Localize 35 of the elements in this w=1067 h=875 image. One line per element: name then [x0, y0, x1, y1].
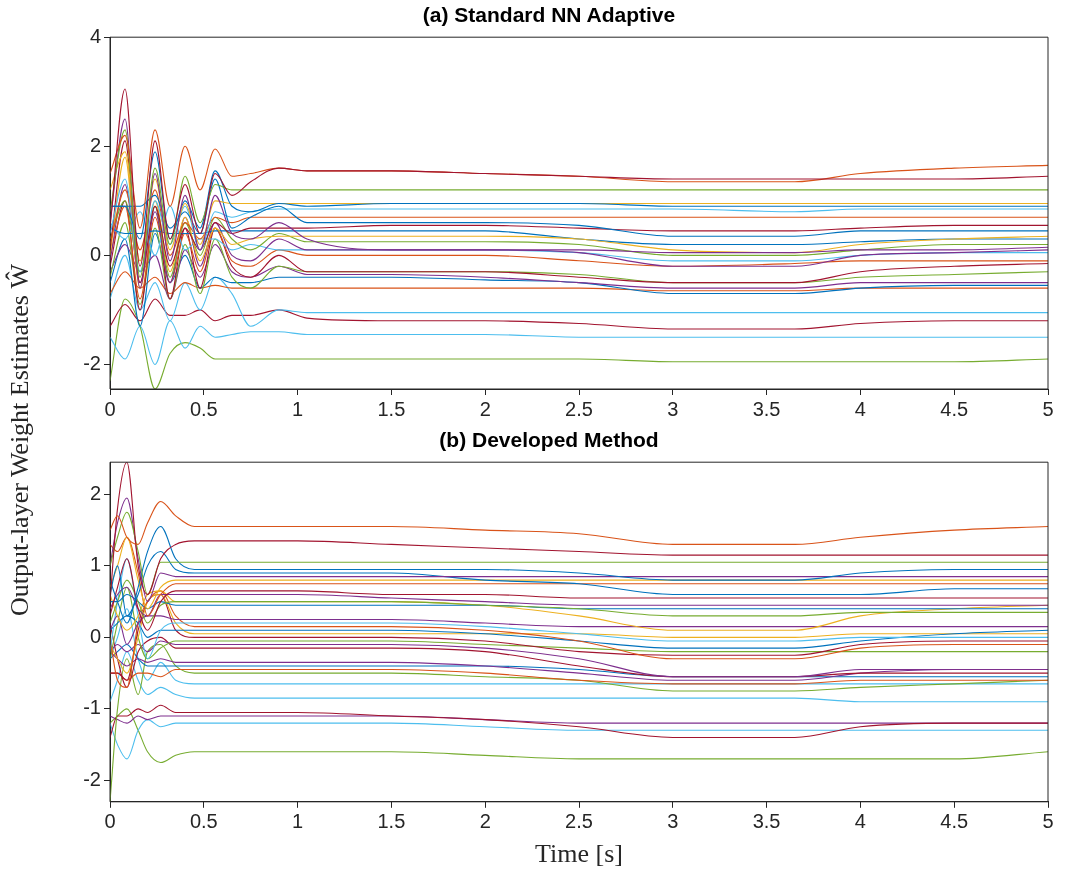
y-axis-title: Output-layer Weight Estimates Ŵ [4, 263, 35, 618]
x-tick-label: 0 [104, 397, 116, 420]
x-tick-label: 0.5 [189, 397, 218, 420]
y-tick-label: 2 [89, 481, 101, 504]
x-tick-label: 3.5 [752, 810, 781, 833]
x-tick-label: 4.5 [940, 397, 969, 420]
x-tick-label: 5 [1042, 397, 1054, 420]
y-tick-label: 0 [89, 242, 101, 265]
chart-title: (b) Developed Method [439, 428, 659, 452]
x-tick-label: 2.5 [565, 397, 593, 420]
y-tick-label: 0 [89, 624, 101, 647]
chart-title: (a) Standard NN Adaptive [422, 3, 676, 27]
x-tick-label: 4.5 [940, 810, 969, 833]
x-axis-title: Time [s] [535, 839, 623, 869]
x-tick-label: 2.5 [565, 810, 593, 833]
x-tick-label: 2 [479, 810, 491, 833]
y-tick-label: -2 [83, 767, 101, 790]
y-tick-label: -2 [83, 351, 101, 374]
x-tick-label: 4 [854, 397, 866, 420]
x-tick-label: 4 [854, 810, 866, 833]
x-tick-label: 0 [104, 810, 116, 833]
y-tick-label: 4 [89, 24, 101, 47]
x-tick-label: 3 [667, 397, 679, 420]
x-tick-label: 0.5 [189, 810, 218, 833]
y-tick-label: 2 [89, 133, 101, 156]
x-tick-label: 2 [479, 397, 491, 420]
x-tick-label: 3 [667, 810, 679, 833]
x-tick-label: 1 [292, 397, 304, 420]
x-tick-label: 5 [1042, 810, 1054, 833]
x-tick-label: 3.5 [752, 397, 781, 420]
y-tick-label: 1 [89, 553, 101, 576]
x-tick-label: 1 [292, 810, 304, 833]
y-tick-label: -1 [83, 696, 101, 719]
x-tick-label: 1.5 [377, 397, 406, 420]
x-tick-label: 1.5 [377, 810, 406, 833]
